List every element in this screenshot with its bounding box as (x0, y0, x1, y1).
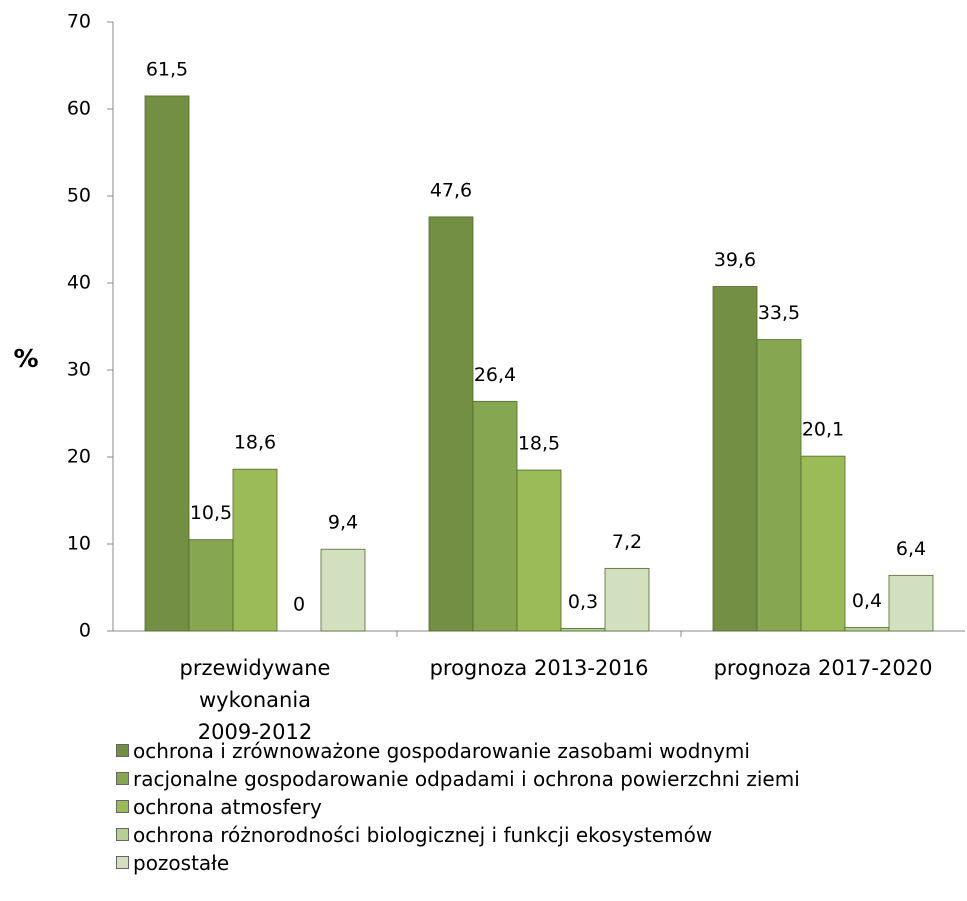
data-label: 33,5 (758, 302, 800, 324)
y-tick-label: 0 (79, 620, 91, 642)
legend-item: ochrona różnorodności biologicznej i fun… (116, 822, 712, 848)
data-label: 9,4 (328, 512, 358, 534)
bar (320, 548, 366, 632)
bar (844, 627, 890, 632)
bar (712, 286, 758, 632)
y-tick-label: 10 (67, 533, 91, 555)
y-axis-label: % (13, 344, 38, 373)
bar (472, 400, 518, 632)
data-label: 0,3 (568, 591, 598, 613)
y-tick-label: 60 (67, 98, 91, 120)
data-label: 10,5 (190, 502, 232, 524)
bar (516, 469, 562, 632)
legend-label: pozostałe (133, 851, 230, 875)
x-tick-label: przewidywane wykonania 2009-2012 (179, 656, 331, 744)
legend-label: racjonalne gospodarowanie odpadami i och… (133, 767, 800, 791)
data-label: 26,4 (474, 364, 516, 386)
legend-item: ochrona i zrównoważone gospodarowanie za… (116, 738, 750, 764)
data-label: 0 (293, 594, 305, 616)
data-label: 0,4 (852, 590, 882, 612)
data-label: 18,5 (518, 433, 560, 455)
data-label: 6,4 (896, 538, 926, 560)
data-label: 20,1 (802, 419, 844, 441)
legend-label: ochrona atmosfery (133, 795, 322, 819)
bar (888, 574, 934, 632)
data-label: 18,6 (234, 432, 276, 454)
legend-swatch (116, 800, 129, 813)
data-label: 47,6 (430, 179, 472, 201)
y-tick-label: 20 (67, 446, 91, 468)
y-tick-label: 40 (67, 272, 91, 294)
bar (144, 95, 190, 632)
bar (560, 627, 606, 632)
legend-swatch (116, 828, 129, 841)
bar (756, 339, 802, 632)
legend-swatch (116, 772, 129, 785)
bar (232, 468, 278, 632)
y-tick-label: 50 (67, 185, 91, 207)
data-label: 39,6 (714, 249, 756, 271)
x-tick-label: prognoza 2017-2020 (713, 656, 933, 680)
legend-swatch (116, 744, 129, 757)
y-tick-label: 70 (67, 11, 91, 33)
data-label: 7,2 (612, 531, 642, 553)
data-label: 61,5 (146, 58, 188, 80)
bar (188, 539, 234, 632)
legend-label: ochrona i zrównoważone gospodarowanie za… (133, 739, 750, 763)
bar (604, 567, 650, 632)
bar (800, 455, 846, 632)
legend-label: ochrona różnorodności biologicznej i fun… (133, 823, 713, 847)
legend-swatch (116, 856, 129, 869)
legend-item: ochrona atmosfery (116, 794, 322, 820)
legend-item: racjonalne gospodarowanie odpadami i och… (116, 766, 800, 792)
y-tick-label: 30 (67, 359, 91, 381)
bar (428, 216, 474, 632)
legend-item: pozostałe (116, 850, 229, 876)
x-tick-label: prognoza 2013-2016 (429, 656, 649, 680)
